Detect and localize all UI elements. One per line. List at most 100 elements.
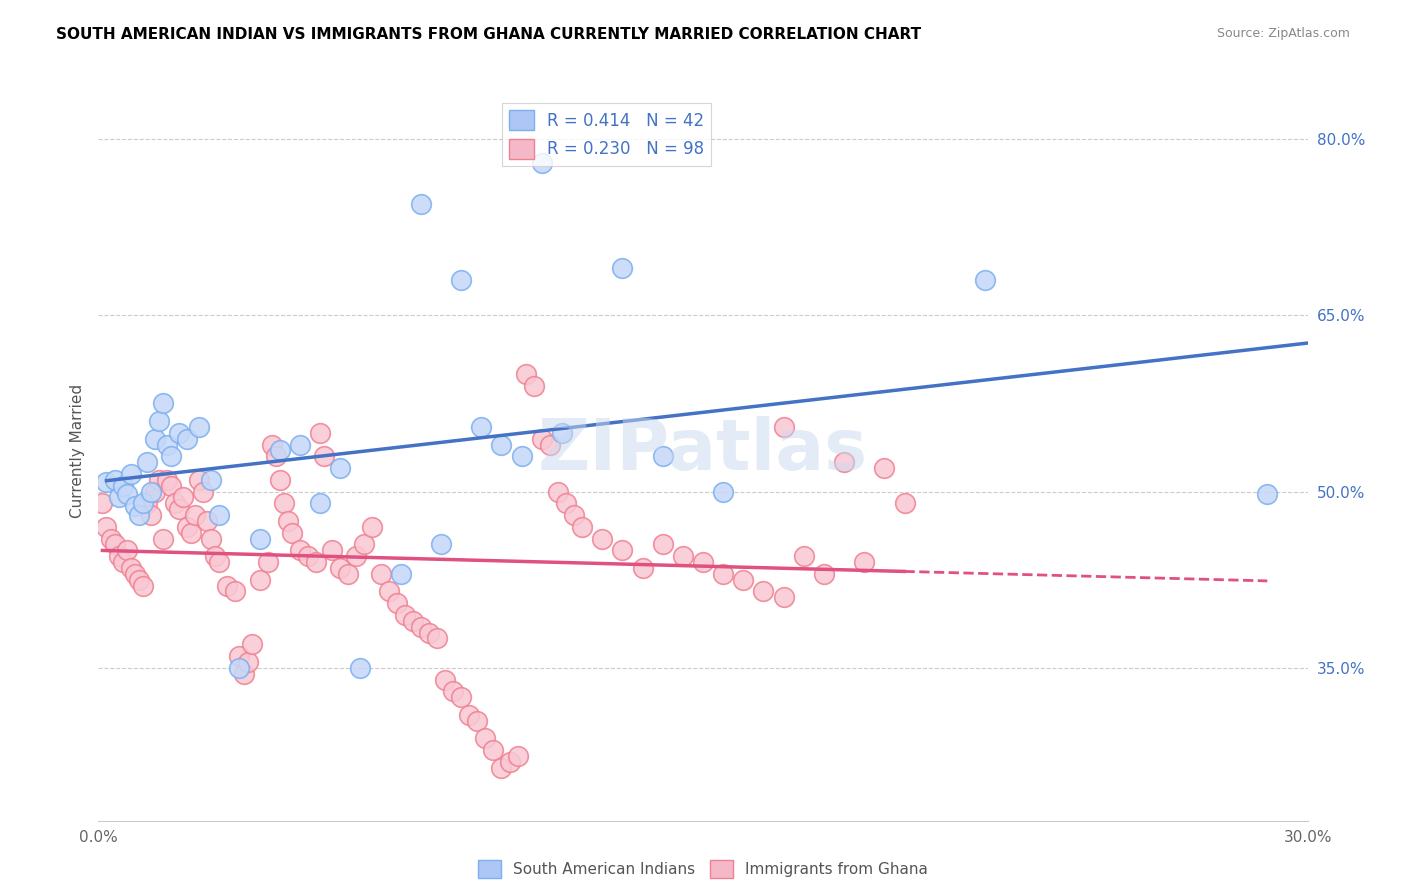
Point — [256, 555, 278, 569]
Point — [547, 484, 569, 499]
Point — [377, 584, 399, 599]
Point — [361, 520, 384, 534]
Point — [873, 461, 896, 475]
Point — [195, 514, 218, 528]
Point — [562, 508, 585, 522]
Point — [200, 473, 222, 487]
Point — [228, 661, 250, 675]
Point — [672, 549, 695, 564]
Point — [135, 455, 157, 469]
Point — [260, 437, 283, 451]
Point — [107, 491, 129, 505]
Point — [132, 579, 155, 593]
Point — [523, 379, 546, 393]
Point — [555, 496, 578, 510]
Point — [180, 525, 202, 540]
Point — [344, 549, 367, 564]
Point — [193, 484, 215, 499]
Point — [277, 514, 299, 528]
Point — [200, 532, 222, 546]
Point — [711, 484, 734, 499]
Point — [385, 596, 408, 610]
Point — [409, 620, 432, 634]
Point — [772, 591, 794, 605]
Point — [551, 425, 574, 440]
Point — [498, 755, 520, 769]
Point — [132, 496, 155, 510]
Point — [832, 455, 855, 469]
Point — [337, 566, 360, 581]
Point — [281, 525, 304, 540]
Point — [143, 432, 166, 446]
Point — [208, 555, 231, 569]
Point — [434, 673, 457, 687]
Point — [813, 566, 835, 581]
Point — [156, 437, 179, 451]
Legend: R = 0.414   N = 42, R = 0.230   N = 98: R = 0.414 N = 42, R = 0.230 N = 98 — [502, 103, 710, 166]
Point — [167, 502, 190, 516]
Point — [120, 561, 142, 575]
Point — [176, 432, 198, 446]
Legend: South American Indians, Immigrants from Ghana: South American Indians, Immigrants from … — [471, 854, 935, 884]
Point — [228, 649, 250, 664]
Point — [974, 273, 997, 287]
Point — [128, 573, 150, 587]
Point — [115, 487, 138, 501]
Point — [389, 566, 412, 581]
Y-axis label: Currently Married: Currently Married — [69, 384, 84, 517]
Point — [297, 549, 319, 564]
Point — [240, 637, 263, 651]
Point — [349, 661, 371, 675]
Text: ZIPatlas: ZIPatlas — [538, 416, 868, 485]
Point — [111, 555, 134, 569]
Point — [470, 420, 492, 434]
Point — [538, 437, 561, 451]
Point — [176, 520, 198, 534]
Point — [651, 537, 673, 551]
Point — [458, 707, 481, 722]
Text: Source: ZipAtlas.com: Source: ZipAtlas.com — [1216, 27, 1350, 40]
Point — [474, 731, 496, 746]
Point — [143, 484, 166, 499]
Point — [309, 496, 332, 510]
Point — [711, 566, 734, 581]
Point — [506, 749, 529, 764]
Point — [612, 261, 634, 276]
Point — [309, 425, 332, 440]
Point — [100, 532, 122, 546]
Point — [321, 543, 343, 558]
Point — [103, 537, 125, 551]
Point — [530, 432, 553, 446]
Point — [441, 684, 464, 698]
Point — [148, 473, 170, 487]
Point — [482, 743, 505, 757]
Point — [752, 584, 775, 599]
Point — [172, 491, 194, 505]
Point — [288, 437, 311, 451]
Point — [236, 655, 259, 669]
Point — [120, 467, 142, 481]
Point — [160, 479, 183, 493]
Point — [111, 479, 134, 493]
Point — [402, 614, 425, 628]
Point — [232, 666, 254, 681]
Point — [733, 573, 755, 587]
Point — [651, 450, 673, 464]
Point — [224, 584, 246, 599]
Point — [96, 520, 118, 534]
Point — [124, 499, 146, 513]
Point — [491, 761, 513, 775]
Point — [772, 420, 794, 434]
Point — [515, 367, 537, 381]
Point — [409, 196, 432, 211]
Point — [612, 543, 634, 558]
Point — [152, 532, 174, 546]
Point — [269, 443, 291, 458]
Point — [394, 607, 416, 622]
Point — [571, 520, 593, 534]
Point — [305, 555, 328, 569]
Point — [163, 496, 186, 510]
Point — [208, 508, 231, 522]
Point — [450, 690, 472, 705]
Point — [491, 437, 513, 451]
